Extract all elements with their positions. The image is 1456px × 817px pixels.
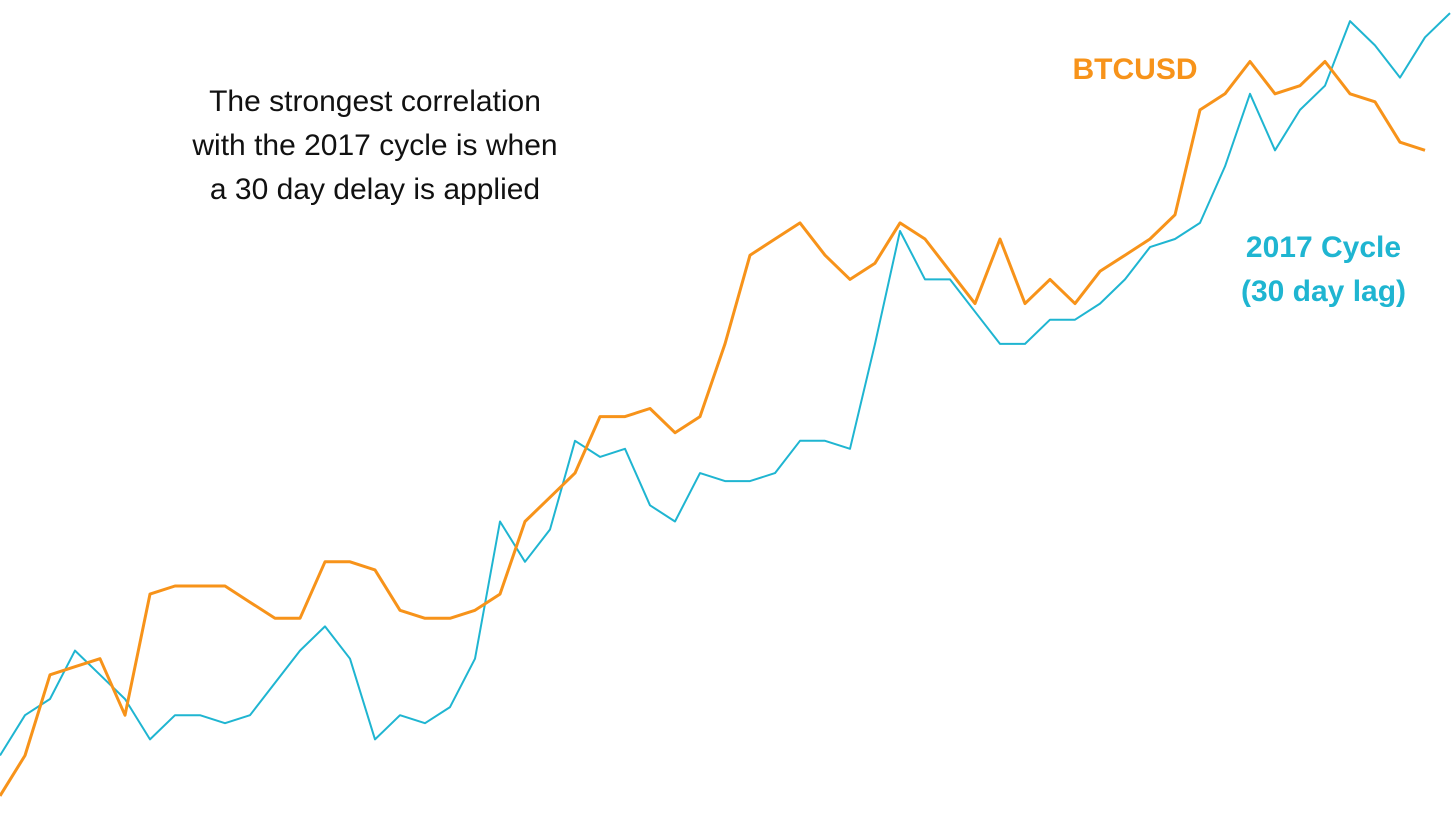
annotation: The strongest correlation with the 2017 c…	[150, 80, 600, 212]
annotation-line: The strongest correlation	[209, 85, 541, 118]
series-line	[0, 60, 1426, 797]
series-label: BTCUSD	[1072, 53, 1198, 86]
annotation-line: with the 2017 cycle is when	[192, 129, 558, 162]
series-line	[0, 12, 1451, 757]
series-label: 2017 Cycle (30 day lag)	[1240, 231, 1407, 308]
annotation-line: a 30 day delay is applied	[209, 173, 541, 206]
